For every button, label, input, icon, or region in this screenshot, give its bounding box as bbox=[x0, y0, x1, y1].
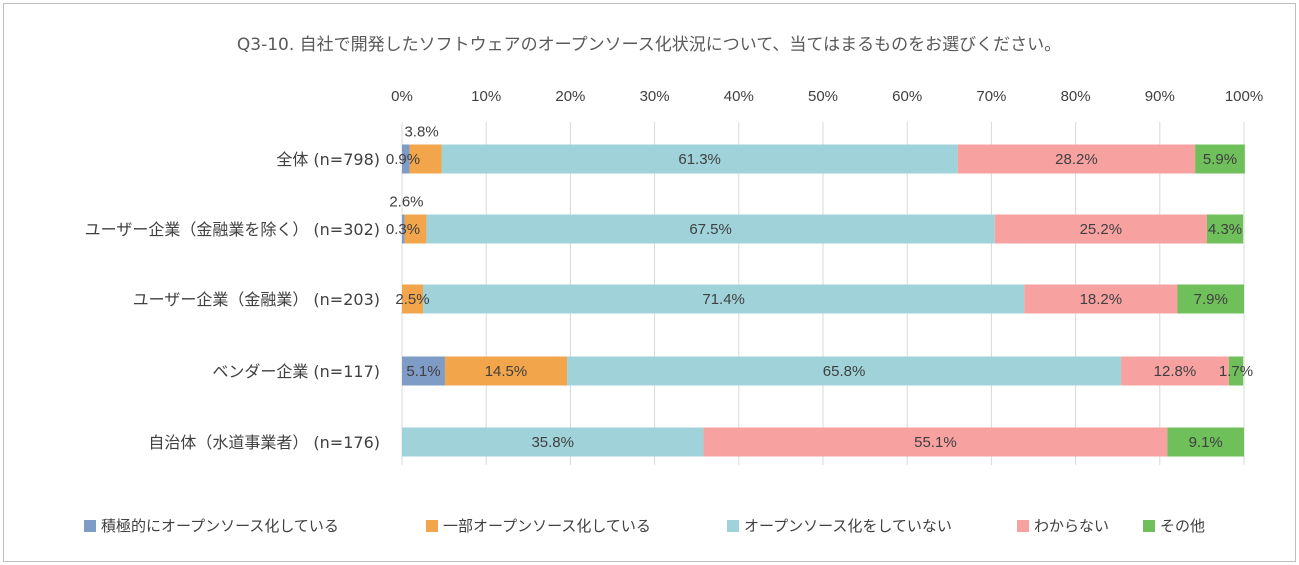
bar-segment bbox=[567, 356, 1122, 386]
legend-label: オープンソース化をしていない bbox=[744, 517, 952, 535]
data-label: 71.4% bbox=[702, 291, 745, 308]
category-label: 全体 (n=798) bbox=[276, 150, 380, 169]
bar-segment bbox=[1177, 284, 1244, 314]
data-label: 5.1% bbox=[406, 363, 440, 380]
data-label: 67.5% bbox=[689, 221, 732, 238]
category-label: ユーザー企業（金融業） (n=203) bbox=[133, 290, 380, 309]
bars bbox=[402, 144, 1245, 457]
data-label: 65.8% bbox=[823, 363, 866, 380]
data-label: 35.8% bbox=[531, 434, 574, 451]
x-tick-label: 80% bbox=[1061, 88, 1091, 105]
data-label: 5.9% bbox=[1203, 151, 1237, 168]
bar-segment bbox=[994, 214, 1207, 244]
x-axis-ticks: 0% 10% 20% 30% 40% 50% 60% 70% 80% 90% 100% bbox=[391, 88, 1263, 105]
data-label: 2.6% bbox=[389, 194, 423, 211]
data-label: 2.5% bbox=[395, 291, 429, 308]
data-label: 0.3% bbox=[386, 221, 420, 238]
bar-segment bbox=[402, 356, 445, 386]
data-label: 14.5% bbox=[485, 363, 528, 380]
legend-swatch bbox=[1017, 520, 1029, 532]
legend-swatch bbox=[1143, 520, 1155, 532]
bar-segment bbox=[402, 144, 410, 174]
legend-swatch bbox=[727, 520, 739, 532]
data-label: 12.8% bbox=[1154, 363, 1197, 380]
x-tick-label: 70% bbox=[976, 88, 1006, 105]
legend-label: わからない bbox=[1034, 517, 1109, 535]
bar-segment bbox=[402, 214, 405, 244]
data-label: 0.9% bbox=[386, 151, 420, 168]
legend-swatch bbox=[84, 520, 96, 532]
x-tick-label: 20% bbox=[555, 88, 585, 105]
data-labels: 0.9% 3.8% 61.3% 28.2% 5.9% 0.3% 2.6% 67.5% 25.2%… bbox=[386, 124, 1253, 452]
bar-segment bbox=[1121, 356, 1229, 386]
data-label: 55.1% bbox=[914, 434, 957, 451]
category-labels: 全体 (n=798) ユーザー企業（金融業を除く） (n=302) ユーザー企業（金… bbox=[85, 150, 380, 452]
legend-label: 一部オープンソース化している bbox=[443, 517, 651, 535]
data-label: 25.2% bbox=[1080, 221, 1123, 238]
bar-segment bbox=[402, 284, 424, 314]
x-tick-label: 60% bbox=[892, 88, 922, 105]
category-label: 自治体（水道事業者） (n=176) bbox=[148, 433, 380, 452]
x-tick-label: 0% bbox=[391, 88, 413, 105]
bar-segment bbox=[1195, 144, 1245, 174]
bar-segment bbox=[423, 284, 1025, 314]
bar-segment bbox=[1206, 214, 1244, 244]
data-label: 61.3% bbox=[678, 151, 721, 168]
bar-segment bbox=[402, 427, 704, 457]
x-tick-label: 40% bbox=[724, 88, 754, 105]
data-label: 28.2% bbox=[1055, 151, 1098, 168]
bar-segment bbox=[444, 356, 568, 386]
legend-swatch bbox=[426, 520, 438, 532]
x-tick-label: 30% bbox=[640, 88, 670, 105]
bar-segment bbox=[1228, 356, 1244, 386]
data-label: 3.8% bbox=[404, 124, 438, 141]
data-label: 1.7% bbox=[1219, 363, 1253, 380]
bar-segment bbox=[426, 214, 995, 244]
x-tick-label: 90% bbox=[1145, 88, 1175, 105]
legend-label: その他 bbox=[1160, 517, 1205, 535]
bar-segment bbox=[441, 144, 958, 174]
bar-segment bbox=[409, 144, 442, 174]
legend-label: 積極的にオープンソース化している bbox=[101, 517, 339, 535]
data-label: 9.1% bbox=[1189, 434, 1223, 451]
data-label: 4.3% bbox=[1208, 221, 1242, 238]
x-tick-label: 50% bbox=[808, 88, 838, 105]
bar-segment bbox=[1024, 284, 1178, 314]
category-label: ユーザー企業（金融業を除く） (n=302) bbox=[85, 220, 380, 239]
data-label: 7.9% bbox=[1194, 291, 1228, 308]
legend: 積極的にオープンソース化している 一部オープンソース化している オープンソース化をし… bbox=[84, 517, 1205, 535]
category-label: ベンダー企業 (n=117) bbox=[212, 362, 380, 381]
chart-frame bbox=[3, 3, 1296, 562]
chart-title: Q3-10. 自社で開発したソフトウェアのオープンソース化状況について、当てはま… bbox=[237, 35, 1061, 55]
bar-segment bbox=[703, 427, 1168, 457]
x-tick-label: 10% bbox=[471, 88, 501, 105]
x-tick-label: 100% bbox=[1225, 88, 1263, 105]
bar-segment bbox=[957, 144, 1196, 174]
data-label: 18.2% bbox=[1080, 291, 1123, 308]
bar-segment bbox=[1167, 427, 1244, 457]
bar-segment bbox=[404, 214, 427, 244]
